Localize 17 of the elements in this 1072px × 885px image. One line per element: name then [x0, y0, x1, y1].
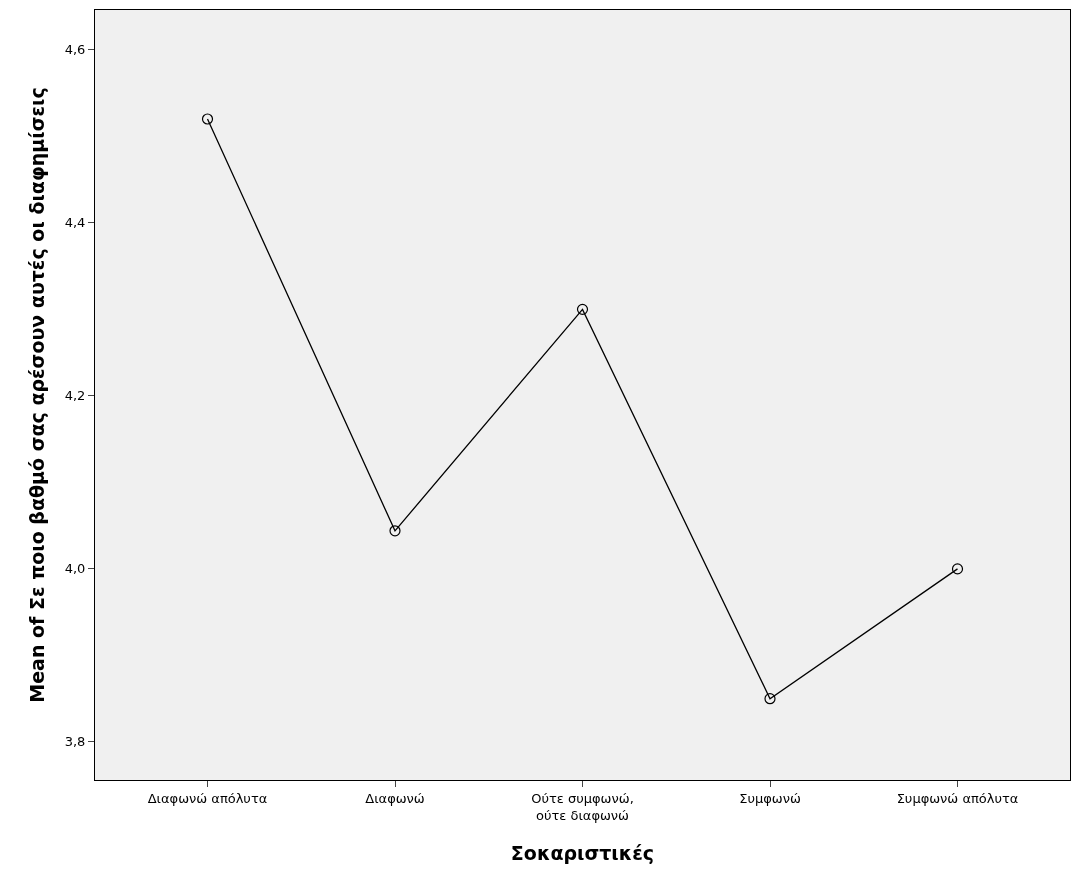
point [764, 693, 776, 705]
point [576, 303, 589, 315]
y-tick-label: 4,4 [64, 215, 86, 231]
y-tick-label: 4,6 [64, 42, 86, 58]
x-tick-label: Συμφωνώ [739, 790, 801, 806]
x-tick-label: Συμφωνώ απόλυτα [896, 790, 1019, 806]
x-tick-label: Ούτε συμφωνώ, ούτε διαφωνώ [531, 790, 634, 823]
point [951, 563, 964, 575]
point [201, 113, 214, 125]
x-tick-label: Διαφωνώ απόλυτα [147, 790, 268, 806]
y-tick-label: 4,0 [64, 561, 86, 577]
x-tick-label: Διαφωνώ [365, 790, 425, 806]
y-tick-label: 3,8 [64, 734, 86, 750]
y-tick-label: 4,2 [64, 388, 86, 404]
x-axis-title: Σοκαριστικές [510, 842, 655, 865]
point [389, 525, 401, 537]
y-axis-title: Mean of Σε ποιο βαθμό σας αρέσουν αυτές οι διαφημίσεις [25, 87, 48, 703]
